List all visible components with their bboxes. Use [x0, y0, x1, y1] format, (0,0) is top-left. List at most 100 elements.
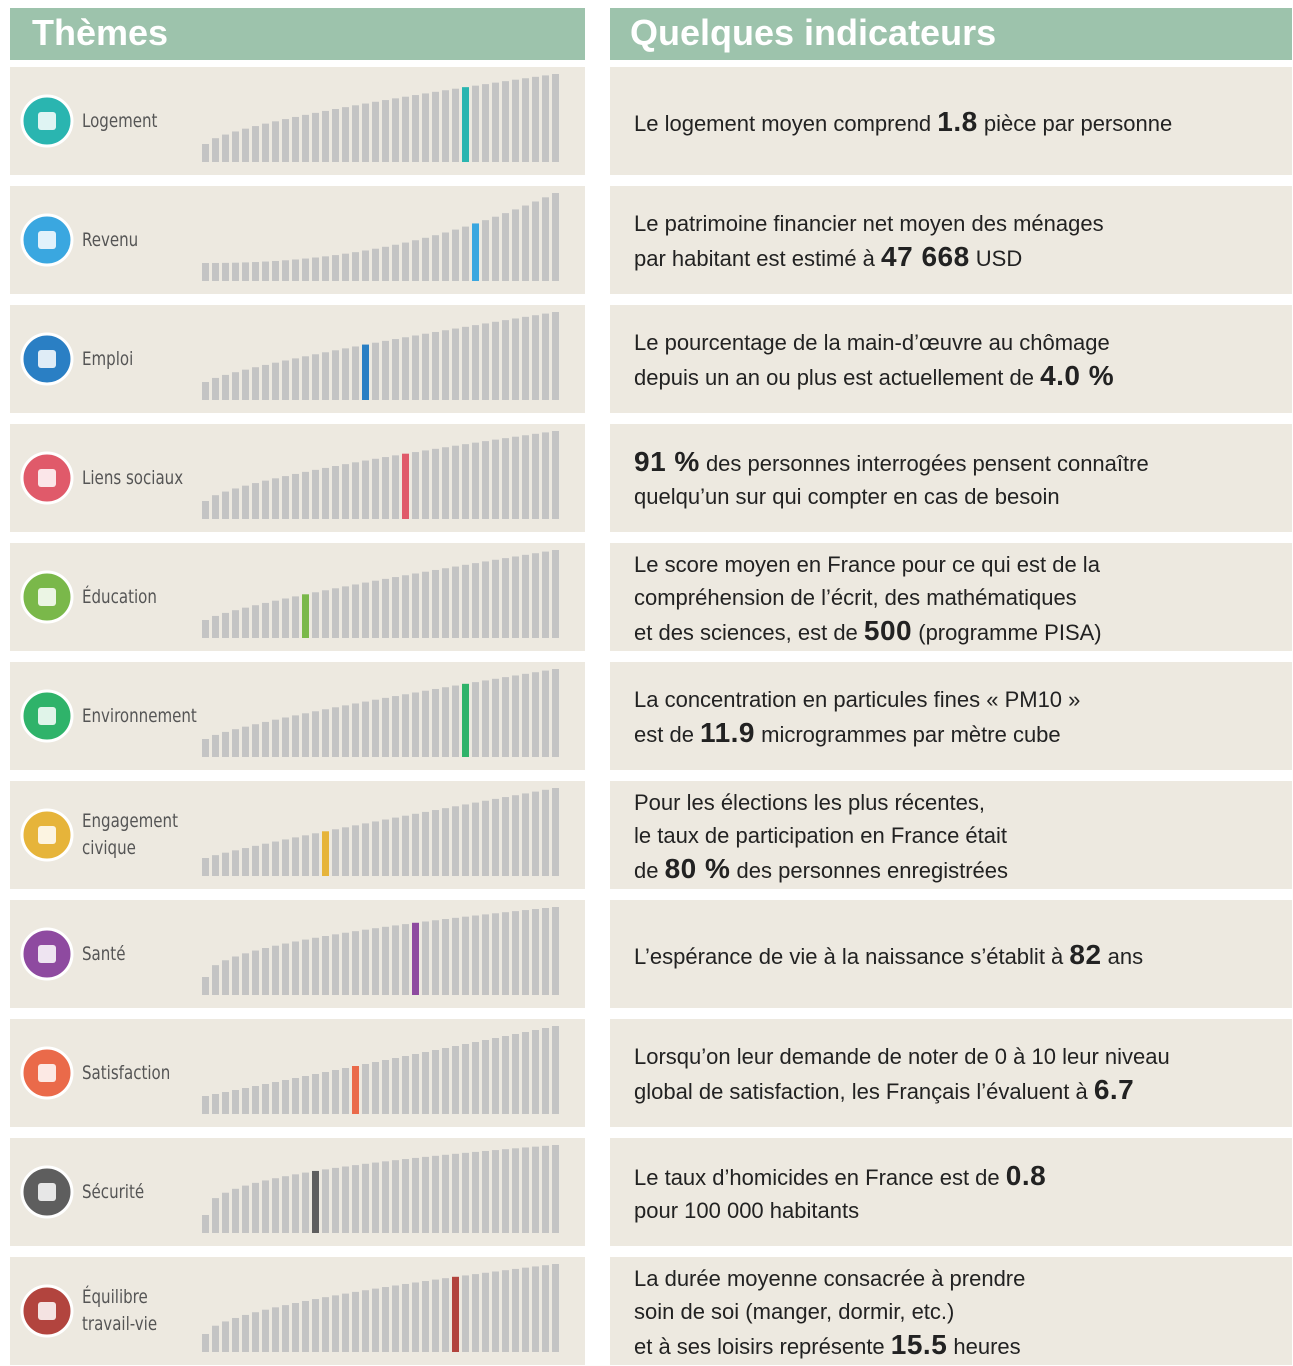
mini-bar [342, 1166, 349, 1233]
mini-bar [342, 586, 349, 638]
text-run: ans [1101, 943, 1144, 969]
mini-bar [432, 1279, 439, 1352]
mini-bar [362, 929, 369, 995]
mini-bar [402, 453, 409, 519]
mini-bar [502, 1270, 509, 1352]
text-run: La durée moyenne consacrée à prendre [634, 1265, 1026, 1291]
mini-bar [212, 965, 219, 995]
key-figure: 500 [863, 614, 913, 646]
mini-bar [282, 1305, 289, 1352]
mini-bar [272, 478, 279, 519]
mini-bar [542, 789, 549, 876]
mini-bar [392, 1285, 399, 1352]
mini-bar [472, 442, 479, 519]
mini-bar [302, 258, 309, 281]
mini-bar [442, 1154, 449, 1233]
mini-bar [312, 1170, 319, 1233]
mini-bar [222, 491, 229, 519]
mini-bar [252, 724, 259, 757]
mini-bar [552, 550, 559, 638]
text-run: Pour les élections les plus récentes, [634, 789, 985, 815]
mini-bar [312, 112, 319, 162]
mini-bar [312, 833, 319, 876]
mini-bar [502, 1149, 509, 1233]
text-run: pièce par personne [977, 110, 1173, 136]
indicator-text: Le score moyen en France pour ce qui est… [634, 548, 1284, 649]
mini-bar [352, 1291, 359, 1352]
mini-bar [492, 913, 499, 995]
text-run: Le pourcentage de la main-d’œuvre au chô… [634, 330, 1110, 355]
mini-bar [212, 1198, 219, 1233]
theme-icon-glyph [38, 945, 56, 963]
mini-bar [212, 262, 219, 281]
mini-bar [282, 119, 289, 162]
mini-bar [412, 335, 419, 400]
mini-bar [212, 855, 219, 876]
mini-bar [252, 950, 259, 995]
indicators-title: Quelques indicateurs [630, 12, 997, 53]
mini-bar [492, 321, 499, 400]
mini-bar [322, 936, 329, 995]
mini-bar [232, 850, 239, 876]
mini-bar [282, 360, 289, 400]
mini-bar [332, 466, 339, 519]
mini-bar [452, 566, 459, 638]
theme-label: Équilibre travail-vie [82, 1284, 157, 1338]
mini-bar [382, 340, 389, 400]
mini-bar [342, 705, 349, 757]
mini-bar [232, 956, 239, 995]
mini-bar [302, 1076, 309, 1114]
mini-bar [272, 600, 279, 638]
mini-bar [392, 98, 399, 162]
mini-bar [442, 687, 449, 757]
indicator-panel [610, 186, 1292, 294]
mini-bar [262, 1084, 269, 1114]
mini-bar [412, 922, 419, 995]
indicator-line: depuis un an ou plus est actuellement de… [634, 359, 1284, 394]
mini-bar [352, 931, 359, 995]
indicator-line: compréhension de l’écrit, des mathématiq… [634, 581, 1284, 614]
mini-bar [242, 1314, 249, 1352]
mini-bar [272, 121, 279, 162]
mini-bar [352, 1066, 359, 1114]
mini-bar [262, 602, 269, 638]
mini-bar [462, 1275, 469, 1352]
indicator-line: pour 100 000 habitants [634, 1194, 1284, 1227]
text-run: L’espérance de vie à la naissance s’étab… [634, 943, 1070, 969]
theme-icon-glyph [38, 350, 56, 368]
mini-bar [262, 1309, 269, 1352]
mini-bar [452, 328, 459, 400]
mini-bar [452, 1276, 459, 1352]
mini-bar [362, 103, 369, 162]
mini-bar [412, 1282, 419, 1352]
text-run: soin de soi (manger, dormir, etc.) [634, 1298, 955, 1324]
mini-bar [202, 501, 209, 519]
mini-bar [202, 1334, 209, 1352]
mini-bar [552, 312, 559, 400]
mini-bar [252, 262, 259, 281]
mini-bar [392, 1058, 399, 1114]
mini-bar [202, 263, 209, 281]
mini-bar [362, 1163, 369, 1233]
mini-bar [232, 372, 239, 400]
mini-bar [242, 1088, 249, 1114]
mini-bar [432, 569, 439, 638]
indicator-panel [610, 900, 1292, 1008]
key-figure: 6.7 [1093, 1074, 1135, 1105]
mini-bar [262, 948, 269, 995]
mini-bar [412, 452, 419, 519]
mini-bar [212, 138, 219, 162]
indicator-panel [610, 67, 1292, 175]
mini-bar [322, 110, 329, 162]
mini-bar [202, 1096, 209, 1114]
mini-bar [492, 678, 499, 757]
mini-bar [552, 1264, 559, 1352]
mini-bar [242, 953, 249, 995]
mini-bar [402, 924, 409, 995]
mini-bar [512, 911, 519, 995]
mini-bar [492, 216, 499, 281]
mini-bar [362, 823, 369, 876]
mini-bar [492, 798, 499, 876]
mini-bar [472, 85, 479, 162]
